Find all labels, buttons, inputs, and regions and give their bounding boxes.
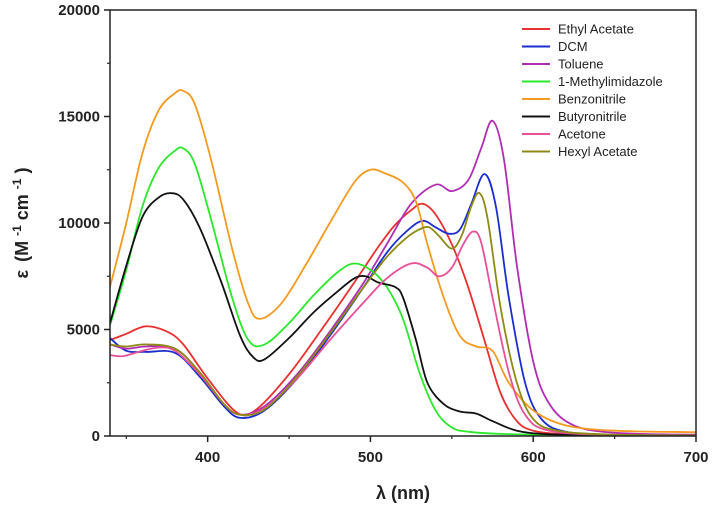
y-tick-label: 10000 xyxy=(58,215,100,232)
legend-label-3: 1-Methylimidazole xyxy=(558,74,663,89)
y-tick-label: 20000 xyxy=(58,2,100,19)
y-axis-title-mid: cm xyxy=(12,194,32,220)
series-line-4 xyxy=(110,89,696,434)
x-tick-label: 600 xyxy=(521,449,546,466)
legend-label-2: Toluene xyxy=(558,57,604,72)
series-line-3 xyxy=(110,146,696,436)
legend-label-1: DCM xyxy=(558,39,588,54)
legend-label-7: Hexyl Acetate xyxy=(558,144,638,159)
series-line-2 xyxy=(110,119,696,436)
legend: Ethyl Acetate DCM Toluene 1-Methylimidazole… xyxy=(522,22,663,159)
y-axis-title-exp1: -1 xyxy=(10,225,24,236)
series-line-5 xyxy=(110,192,696,436)
series-layer xyxy=(110,89,696,436)
x-axis-title: λ (nm) xyxy=(376,483,430,503)
y-axis-title-symbol: ε xyxy=(12,269,32,278)
y-tick-label: 15000 xyxy=(58,109,100,126)
y-axis-title: ε (M -1 cm -1 ) xyxy=(5,168,32,279)
y-axis-title-close: ) xyxy=(12,168,32,174)
y-axis-title-exp2: -1 xyxy=(10,178,24,189)
series-line-6 xyxy=(110,230,696,436)
legend-label-4: Benzonitrile xyxy=(558,92,626,107)
y-axis-title-open: (M xyxy=(12,241,32,262)
x-tick-label: 500 xyxy=(358,449,383,466)
series-line-7 xyxy=(110,191,696,436)
series-line-0 xyxy=(110,202,696,436)
legend-label-5: Butyronitrile xyxy=(558,109,627,124)
y-tick-label: 0 xyxy=(92,428,100,445)
y-tick-label: 5000 xyxy=(67,322,100,339)
legend-label-6: Acetone xyxy=(558,127,606,142)
series-line-1 xyxy=(110,173,696,436)
axes-layer: 400 500 600 700 0 5000 10000 15000 20000 xyxy=(58,2,708,466)
x-tick-label: 400 xyxy=(195,449,220,466)
legend-label-0: Ethyl Acetate xyxy=(558,22,634,37)
x-tick-label: 700 xyxy=(683,449,708,466)
